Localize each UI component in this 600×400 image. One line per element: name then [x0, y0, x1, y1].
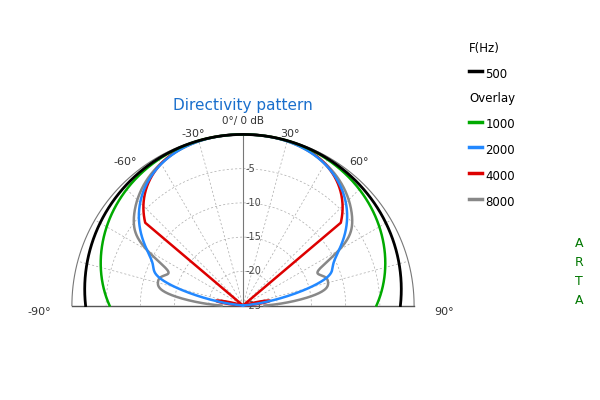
Text: -20: -20 [245, 266, 261, 276]
Text: 30°: 30° [281, 130, 300, 140]
Text: 1000: 1000 [485, 118, 515, 131]
Text: -5: -5 [245, 164, 255, 174]
Text: -15: -15 [245, 232, 261, 242]
Text: A
R
T
A: A R T A [575, 237, 583, 307]
Text: 60°: 60° [349, 157, 368, 167]
Text: 4000: 4000 [485, 170, 515, 183]
Text: -25: -25 [245, 300, 261, 310]
Text: Overlay: Overlay [469, 92, 515, 105]
Text: 2000: 2000 [485, 144, 515, 157]
Text: F(Hz): F(Hz) [469, 42, 500, 55]
Text: 8000: 8000 [485, 196, 515, 209]
Text: -30°: -30° [182, 130, 205, 140]
Text: -60°: -60° [113, 157, 137, 167]
Text: -90°: -90° [28, 307, 52, 317]
Text: Directivity pattern: Directivity pattern [173, 98, 313, 113]
Text: 90°: 90° [434, 307, 454, 317]
Text: 0°/ 0 dB: 0°/ 0 dB [222, 116, 264, 126]
Text: -10: -10 [245, 198, 261, 208]
Text: 500: 500 [485, 68, 508, 81]
